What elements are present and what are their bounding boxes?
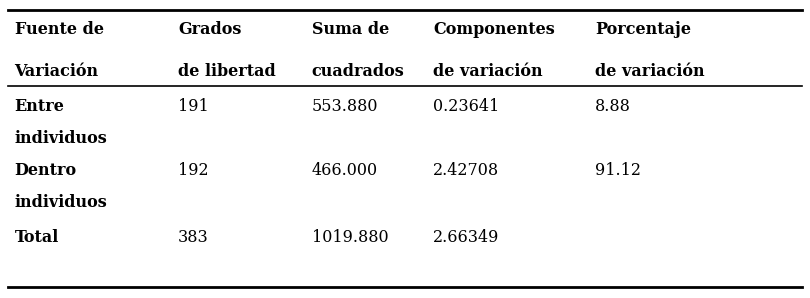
Text: 383: 383 (178, 229, 209, 246)
Text: 192: 192 (178, 162, 209, 179)
Text: 553.880: 553.880 (312, 98, 378, 115)
Text: 191: 191 (178, 98, 209, 115)
Text: 8.88: 8.88 (595, 98, 631, 115)
Text: Dentro: Dentro (15, 162, 77, 179)
Text: de variación: de variación (595, 63, 705, 80)
Text: Grados: Grados (178, 21, 241, 38)
Text: de variación: de variación (433, 63, 543, 80)
Text: de libertad: de libertad (178, 63, 276, 80)
Text: 0.23641: 0.23641 (433, 98, 500, 115)
Text: Fuente de: Fuente de (15, 21, 104, 38)
Text: Entre: Entre (15, 98, 65, 115)
Text: Componentes: Componentes (433, 21, 555, 38)
Text: 91.12: 91.12 (595, 162, 642, 179)
Text: 1019.880: 1019.880 (312, 229, 389, 246)
Text: 2.66349: 2.66349 (433, 229, 500, 246)
Text: 466.000: 466.000 (312, 162, 378, 179)
Text: individuos: individuos (15, 194, 108, 211)
Text: Porcentaje: Porcentaje (595, 21, 692, 38)
Text: individuos: individuos (15, 130, 108, 147)
Text: cuadrados: cuadrados (312, 63, 405, 80)
Text: Suma de: Suma de (312, 21, 389, 38)
Text: Total: Total (15, 229, 59, 246)
Text: 2.42708: 2.42708 (433, 162, 500, 179)
Text: Variación: Variación (15, 63, 99, 80)
